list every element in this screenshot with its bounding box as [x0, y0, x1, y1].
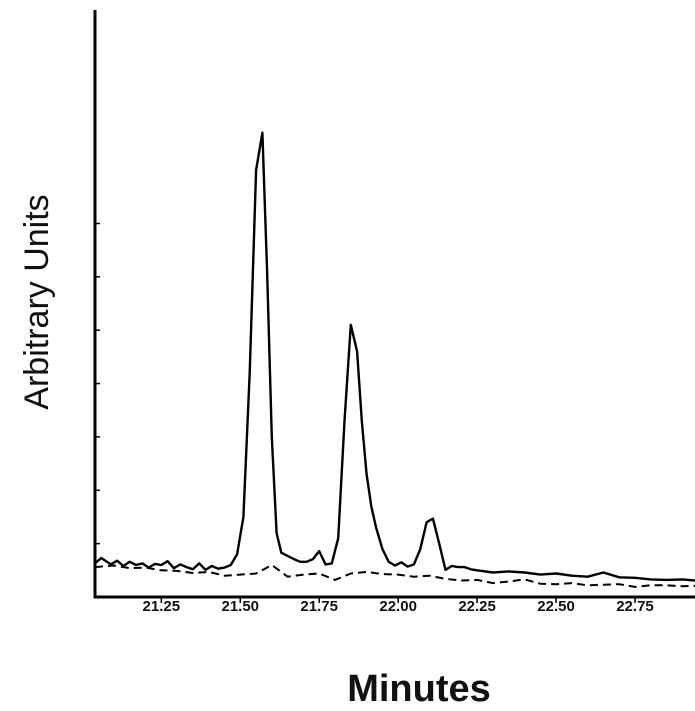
y-ticks — [95, 222, 100, 545]
x-tick-label-5: 22.50 — [537, 598, 575, 615]
x-tick-label-3: 22.00 — [379, 598, 417, 615]
axes: 21.25 21.50 21.75 22.00 22.25 22.50 22.75 — [93, 10, 695, 615]
dashed-series-line — [94, 564, 695, 588]
x-tick-label-4: 22.25 — [458, 598, 496, 615]
x-tick-label-1: 21.50 — [221, 598, 259, 615]
x-ticks — [160, 597, 636, 603]
x-axis-label: Minutes — [347, 668, 491, 710]
y-axis-label: Arbitrary Units — [18, 194, 56, 409]
x-tick-labels: 21.25 21.50 21.75 22.00 22.25 22.50 22.75 — [143, 598, 654, 615]
x-tick-label-2: 21.75 — [300, 598, 338, 615]
series-layer — [94, 131, 695, 588]
solid-series-line — [94, 131, 695, 582]
x-tick-label-0: 21.25 — [143, 598, 181, 615]
x-tick-label-6: 22.75 — [616, 598, 654, 615]
